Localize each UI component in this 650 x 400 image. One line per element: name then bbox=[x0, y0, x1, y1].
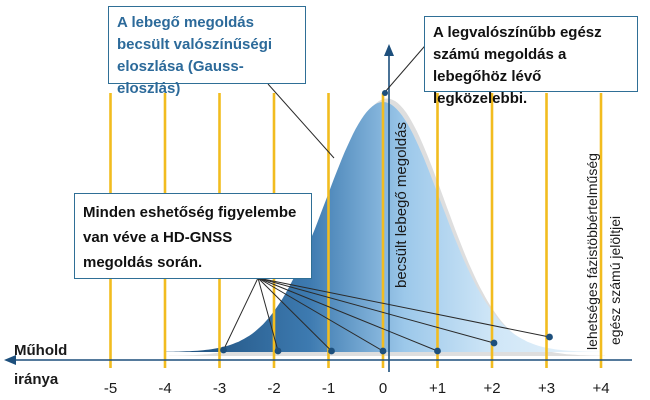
tick-label: 0 bbox=[379, 380, 387, 397]
callout-leader-lines bbox=[223, 39, 550, 352]
satellite-label-line1: Műhold bbox=[14, 342, 67, 359]
float-axis-arrowhead bbox=[384, 44, 394, 56]
candidate-points bbox=[220, 333, 553, 355]
leader-line bbox=[257, 277, 550, 338]
candidate-point bbox=[490, 339, 498, 347]
candidate-point bbox=[379, 347, 387, 355]
leader-line bbox=[257, 277, 495, 344]
candidates-label-line2: egész számú jelöltjei bbox=[607, 216, 623, 345]
leader-line bbox=[257, 277, 438, 352]
tick-label: -3 bbox=[213, 380, 226, 397]
satellite-label-line2: iránya bbox=[14, 371, 59, 388]
tick-label: -5 bbox=[104, 380, 117, 397]
tick-label: -1 bbox=[322, 380, 335, 397]
tick-label: -2 bbox=[267, 380, 280, 397]
axis-arrowhead-left bbox=[4, 355, 16, 365]
leader-line bbox=[257, 277, 384, 352]
candidate-point bbox=[274, 347, 282, 355]
leader-line bbox=[223, 277, 259, 351]
axis-tick-labels: -5 -4 -3 -2 -1 0 +1 +2 +3 +4 bbox=[104, 380, 610, 397]
candidate-point bbox=[546, 333, 553, 341]
tick-label: +2 bbox=[483, 380, 500, 397]
tick-label: +1 bbox=[429, 380, 446, 397]
all-possibilities-callout: Minden eshetőség figyelembe van véve a H… bbox=[74, 193, 312, 279]
leader-line bbox=[267, 83, 335, 159]
candidate-point bbox=[434, 347, 441, 355]
leader-line bbox=[257, 277, 279, 352]
tick-label: +3 bbox=[538, 380, 555, 397]
candidates-label-line1: lehetséges fázistöbbértelműség bbox=[584, 153, 600, 350]
leader-line bbox=[384, 39, 431, 93]
estimated-float-label: becsült lebegő megoldás bbox=[393, 122, 410, 288]
candidate-point bbox=[220, 346, 227, 354]
most-likely-point bbox=[382, 90, 388, 96]
distribution-callout: A lebegő megoldás becsült valószínűségi … bbox=[108, 6, 306, 97]
candidate-point bbox=[328, 347, 335, 355]
most-likely-callout: A legvalószínűbb egész számú megoldás a … bbox=[424, 16, 638, 107]
tick-label: +4 bbox=[592, 380, 609, 397]
leader-line bbox=[257, 277, 332, 352]
tick-label: -4 bbox=[158, 380, 171, 397]
